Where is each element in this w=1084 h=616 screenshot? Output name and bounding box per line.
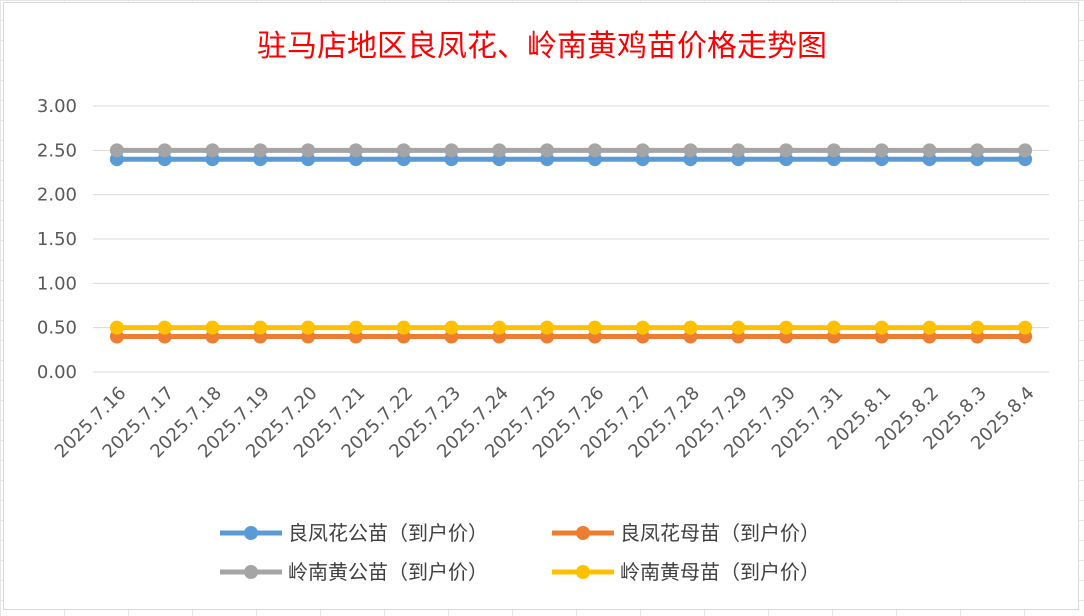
data-point xyxy=(301,320,316,335)
legend-label: 岭南黄公苗（到户价） xyxy=(288,560,488,584)
data-point xyxy=(540,143,555,158)
y-tick-label: 2.00 xyxy=(37,185,77,206)
legend-item: 良凤花母苗（到户价） xyxy=(552,521,820,545)
legend-marker xyxy=(244,565,258,579)
chart-title: 驻马店地区良凤花、岭南黄鸡苗价格走势图 xyxy=(257,29,827,64)
legend-item: 岭南黄公苗（到户价） xyxy=(220,560,488,584)
data-point xyxy=(826,320,841,335)
legend-marker xyxy=(576,565,590,579)
series-2 xyxy=(109,329,1033,344)
data-point xyxy=(779,143,794,158)
data-point xyxy=(444,143,459,158)
y-tick-label: 0.50 xyxy=(37,318,77,339)
legend-item: 良凤花公苗（到户价） xyxy=(220,521,488,545)
data-point xyxy=(348,143,363,158)
data-point xyxy=(874,320,889,335)
data-point xyxy=(731,143,746,158)
y-tick-label: 0.00 xyxy=(37,362,77,383)
y-tick-label: 3.00 xyxy=(37,96,77,117)
data-point xyxy=(779,320,794,335)
data-point xyxy=(253,320,268,335)
y-tick-label: 1.00 xyxy=(37,273,77,294)
y-tick-label: 1.50 xyxy=(37,229,77,250)
data-point xyxy=(396,143,411,158)
series-4 xyxy=(109,320,1033,335)
data-point xyxy=(587,320,602,335)
data-point xyxy=(731,320,746,335)
data-point xyxy=(444,320,459,335)
data-point xyxy=(348,320,363,335)
data-point xyxy=(253,143,268,158)
series-3 xyxy=(109,143,1033,158)
y-tick-label: 2.50 xyxy=(37,140,77,161)
legend-label: 良凤花母苗（到户价） xyxy=(620,521,820,545)
data-point xyxy=(970,143,985,158)
data-point xyxy=(874,143,889,158)
data-point xyxy=(970,320,985,335)
legend-label: 岭南黄母苗（到户价） xyxy=(620,560,820,584)
data-point xyxy=(826,143,841,158)
data-point xyxy=(205,320,220,335)
data-point xyxy=(396,320,411,335)
legend-item: 岭南黄母苗（到户价） xyxy=(552,560,820,584)
data-point xyxy=(683,320,698,335)
data-point xyxy=(301,143,316,158)
data-point xyxy=(492,143,507,158)
data-point xyxy=(1018,143,1033,158)
data-point xyxy=(635,320,650,335)
data-point xyxy=(205,143,220,158)
data-point xyxy=(683,143,698,158)
data-point xyxy=(157,320,172,335)
data-point xyxy=(109,143,124,158)
plot-series xyxy=(109,143,1033,344)
data-point xyxy=(587,143,602,158)
data-point xyxy=(109,320,124,335)
chart-legend: 良凤花公苗（到户价） 良凤花母苗（到户价） 岭南黄公苗（到户价） 岭南黄母苗（到户价） xyxy=(220,521,820,584)
data-point xyxy=(635,143,650,158)
legend-marker xyxy=(576,526,590,540)
chart-area[interactable] xyxy=(3,2,1079,610)
data-point xyxy=(540,320,555,335)
data-point xyxy=(922,143,937,158)
data-point xyxy=(492,320,507,335)
data-point xyxy=(1018,320,1033,335)
x-axis-ticks: 2025.7.162025.7.172025.7.182025.7.192025… xyxy=(51,383,1039,463)
data-point xyxy=(157,143,172,158)
legend-label: 良凤花公苗（到户价） xyxy=(288,521,488,545)
data-point xyxy=(922,320,937,335)
y-axis-ticks: 0.00 0.50 1.00 1.50 2.00 2.50 3.00 xyxy=(37,96,77,383)
y-gridlines xyxy=(93,105,1049,373)
legend-marker xyxy=(244,526,258,540)
series-1 xyxy=(109,152,1033,167)
